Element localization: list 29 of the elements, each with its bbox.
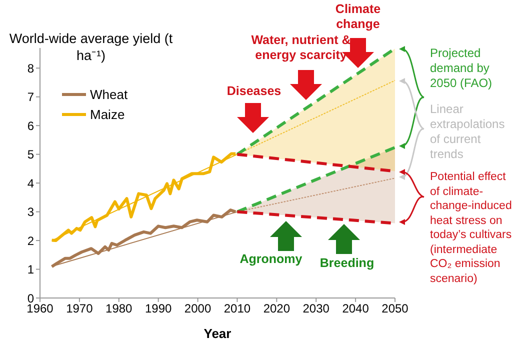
annotation: Agronomy — [240, 252, 302, 266]
y-tick-label: 5 — [27, 148, 34, 162]
x-tick-label: 2000 — [184, 302, 212, 316]
x-tick-label: 2040 — [342, 302, 370, 316]
x-tick-label: 2020 — [263, 302, 290, 316]
annotation: Diseases — [226, 84, 282, 98]
y-tick-label: 7 — [27, 90, 34, 104]
y-tick-label: 8 — [27, 61, 34, 76]
legend-label: Maize — [90, 106, 125, 122]
x-tick-label: 1990 — [144, 302, 172, 316]
y-tick-label: 1 — [27, 262, 34, 277]
y-tick-label: 2 — [27, 234, 34, 248]
y-axis-title: World-wide average yield (t ha⁻¹) — [9, 31, 173, 63]
x-tick-label: 1980 — [106, 302, 133, 316]
x-axis-title: Year — [204, 326, 232, 341]
legend-label: Wheat — [90, 86, 128, 102]
text: Potential effect of climate-change-induced heat stress on today’s cultivars (intermediate CO₂ emission scenario) — [430, 171, 512, 284]
x-tick-label: 2010 — [224, 302, 251, 316]
x-tick-label: 2050 — [382, 302, 409, 316]
text: Linear extrapolations of current trends — [430, 102, 505, 161]
y-tick-label: 6 — [27, 118, 34, 133]
y-tick-label: 3 — [27, 205, 34, 220]
y-tick-label: 4 — [27, 176, 34, 190]
text: Climate change — [335, 2, 381, 31]
annotation: Breeding — [320, 256, 374, 270]
x-tick-label: 1970 — [66, 302, 94, 316]
text: Projected demand by 2050 (FAO) — [430, 46, 492, 90]
x-tick-label: 2030 — [302, 302, 330, 316]
annotation: Water, nutrient & energy scarcity — [251, 33, 351, 62]
